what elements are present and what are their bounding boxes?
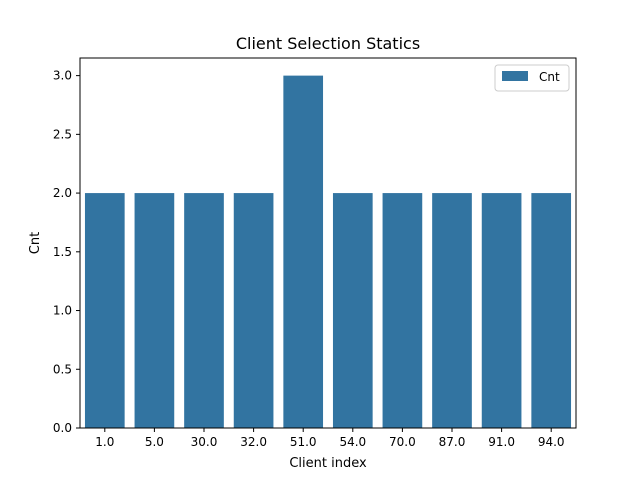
legend: Cnt [494,64,570,92]
bar-30.0 [184,193,224,428]
bar-54.0 [332,193,373,428]
y-tick-label: 1.0 [53,304,72,318]
y-tick-label: 2.5 [53,127,72,141]
bar-91.0 [481,193,522,428]
bar-5.0 [134,193,175,428]
bar-1.0 [84,193,125,428]
x-tick-label: 91.0 [488,435,515,449]
x-tick-label: 70.0 [389,435,416,449]
x-tick-label: 32.0 [240,435,267,449]
y-axis-ticks: 0.0 0.5 1.0 1.5 2.0 2.5 3.0 [53,69,80,435]
x-tick-label: 1.0 [95,435,114,449]
y-tick-label: 3.0 [53,69,72,83]
x-tick-label: 87.0 [439,435,466,449]
y-tick-label: 2.0 [53,186,72,200]
y-tick-label: 1.5 [53,245,72,259]
legend-swatch [502,71,528,81]
legend-label: Cnt [539,70,560,84]
bar-87.0 [432,193,472,428]
x-axis-ticks: 1.0 5.0 30.0 32.0 51.0 54.0 70.0 87.0 91.0 94.0 [95,428,565,449]
chart-title: Client Selection Statics [236,34,420,53]
y-tick-label: 0.5 [53,362,72,376]
y-tick-label: 0.0 [53,421,72,435]
bar-94.0 [531,193,572,428]
x-tick-label: 51.0 [290,435,317,449]
x-tick-label: 5.0 [145,435,164,449]
x-tick-label: 94.0 [538,435,565,449]
x-tick-label: 30.0 [191,435,218,449]
bar-51.0 [283,75,324,428]
plot-area-frame [79,57,577,429]
bar-70.0 [382,193,423,428]
y-axis-label: Cnt [28,232,43,254]
bars-group [84,75,572,428]
bar-32.0 [233,193,274,428]
x-axis-label: Client index [289,456,367,471]
x-tick-label: 54.0 [339,435,366,449]
